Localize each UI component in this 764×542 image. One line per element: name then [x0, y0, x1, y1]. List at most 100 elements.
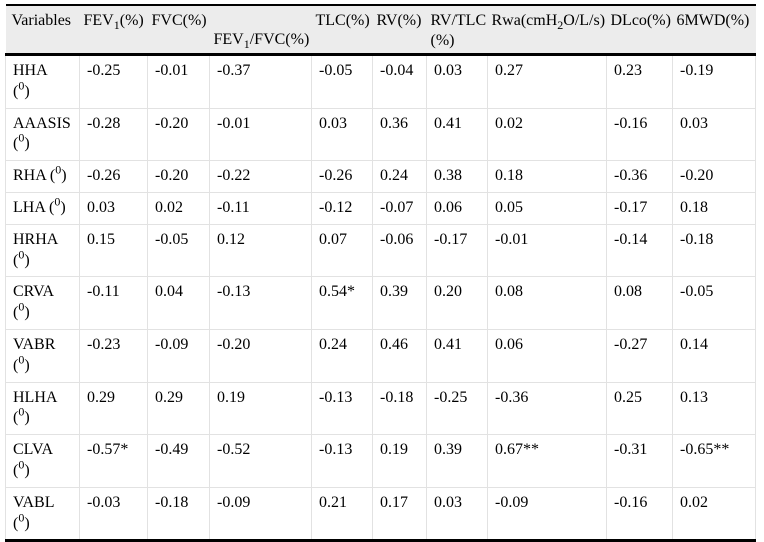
value-cell: -0.01 — [147, 54, 210, 109]
row-label-superscript: 0 — [18, 78, 25, 93]
row-label-superscript: 0 — [18, 299, 25, 314]
value-cell: 0.17 — [372, 486, 427, 542]
value-cell: -0.09 — [487, 486, 607, 542]
row-label-text: LHA — [13, 198, 45, 216]
header-label: O/L/s) — [563, 12, 606, 29]
value-cell: -0.19 — [672, 54, 756, 109]
value-cell: 0.29 — [147, 381, 210, 436]
row-label-superscript: 0 — [18, 131, 25, 146]
value-cell: -0.11 — [79, 276, 148, 330]
row-label-text: VABR — [13, 335, 56, 353]
header-label: FEV — [83, 12, 114, 29]
header-label: (%) — [119, 12, 144, 29]
value-cell: 0.46 — [372, 328, 427, 383]
value-cell: 0.41 — [426, 328, 488, 383]
value-cell: -0.37 — [209, 54, 312, 109]
value-cell: -0.20 — [672, 160, 756, 193]
header-label: (%) — [430, 32, 455, 49]
value-cell: 0.15 — [79, 223, 148, 278]
column-header-fev1: FEV1(%) — [79, 5, 148, 56]
table-row: HHA (0) -0.25 -0.01 -0.37 -0.05 -0.04 0.03 0.27 0… — [5, 54, 756, 109]
value-cell: 0.03 — [311, 107, 373, 162]
value-cell: 0.02 — [672, 486, 756, 542]
header-subscript: 1 — [243, 37, 250, 52]
table-row: AAASIS (0) -0.28 -0.20 -0.01 0.03 0.36 0.41 0.02… — [5, 107, 756, 162]
value-cell: -0.18 — [672, 223, 756, 278]
value-cell: 0.27 — [487, 54, 607, 109]
value-cell: -0.49 — [147, 434, 210, 488]
value-cell: -0.18 — [147, 486, 210, 542]
row-label-superscript: 0 — [18, 247, 25, 262]
value-cell: -0.16 — [606, 486, 673, 542]
value-cell: 0.54* — [311, 276, 373, 330]
value-cell: -0.12 — [311, 191, 373, 225]
value-cell: 0.20 — [426, 276, 488, 330]
row-label: RHA (0) — [5, 160, 80, 193]
table-row: RHA (0) -0.26 -0.20 -0.22 -0.26 0.24 0.38 0.18-… — [5, 160, 756, 193]
correlation-table: Variables FEV1(%) FVC(%) FEV1/FVC(%) TLC… — [5, 4, 756, 542]
column-header-rv-tlc: RV/TLC (%) — [426, 5, 488, 56]
table-row: CLVA (0) -0.57* -0.49 -0.52 -0.13 0.19 0.39 0.67… — [5, 434, 756, 488]
value-cell: -0.13 — [311, 434, 373, 488]
header-label: RV(%) — [376, 12, 422, 29]
value-cell: -0.18 — [372, 381, 427, 436]
value-cell: 0.06 — [487, 328, 607, 383]
value-cell: -0.28 — [79, 107, 148, 162]
value-cell: 0.24 — [372, 160, 427, 193]
row-label-text: HRHA — [13, 230, 59, 248]
value-cell: -0.17 — [606, 191, 673, 225]
row-label-superscript: 0 — [18, 352, 25, 367]
value-cell: 0.38 — [426, 160, 488, 193]
value-cell: -0.13 — [209, 276, 312, 330]
header-label: Variables — [11, 12, 72, 29]
value-cell: -0.20 — [147, 160, 210, 193]
column-header-rv: RV(%) — [372, 5, 427, 56]
value-cell: 0.04 — [147, 276, 210, 330]
column-header-variables: Variables — [5, 5, 80, 56]
value-cell: 0.02 — [147, 191, 210, 225]
row-label: AAASIS (0) — [5, 107, 80, 162]
header-label: FVC(%) — [151, 12, 207, 29]
value-cell: -0.05 — [672, 276, 756, 330]
row-label-superscript: 0 — [55, 162, 62, 177]
value-cell: -0.31 — [606, 434, 673, 488]
value-cell: -0.26 — [311, 160, 373, 193]
table-row: VABL (0) -0.03 -0.18 -0.09 0.21 0.17 0.03 -0.09-… — [5, 486, 756, 542]
row-label: HLHA (0) — [5, 381, 80, 436]
value-cell: 0.19 — [209, 381, 312, 436]
value-cell: 0.03 — [672, 107, 756, 162]
table-header: Variables FEV1(%) FVC(%) FEV1/FVC(%) TLC… — [5, 5, 756, 56]
column-header-dlco: DLco(%) — [606, 5, 673, 56]
value-cell: 0.41 — [426, 107, 488, 162]
row-label-text: CLVA — [13, 441, 54, 459]
value-cell: -0.65** — [672, 434, 756, 488]
column-header-fvc: FVC(%) — [147, 5, 210, 56]
table-row: HRHA (0) 0.15 -0.05 0.12 0.07 -0.06 -0.17 -0.01-… — [5, 223, 756, 278]
header-label: DLco(%) — [610, 12, 671, 29]
value-cell: -0.09 — [209, 486, 312, 542]
value-cell: 0.24 — [311, 328, 373, 383]
row-label-text: AAASIS — [13, 114, 71, 132]
table-row: VABR (0) -0.23 -0.09 -0.20 0.24 0.46 0.41 0.06 -0… — [5, 328, 756, 383]
value-cell: -0.36 — [487, 381, 607, 436]
column-header-tlc: TLC(%) — [311, 5, 373, 56]
column-header-fev1-fvc: FEV1/FVC(%) — [209, 5, 312, 56]
row-label-superscript: 0 — [18, 510, 25, 525]
value-cell: -0.27 — [606, 328, 673, 383]
value-cell: -0.57* — [79, 434, 148, 488]
row-label: HRHA (0) — [5, 223, 80, 278]
value-cell: -0.25 — [79, 54, 148, 109]
value-cell: -0.36 — [606, 160, 673, 193]
value-cell: 0.25 — [606, 381, 673, 436]
row-label-text: CRVA — [13, 283, 55, 301]
value-cell: 0.39 — [426, 434, 488, 488]
row-label-text: HLHA — [13, 388, 58, 406]
row-label-superscript: 0 — [18, 405, 25, 420]
header-label: RV/TLC — [430, 12, 487, 29]
value-cell: -0.26 — [79, 160, 148, 193]
header-label: Rwa(cmH — [491, 12, 558, 29]
value-cell: 0.19 — [372, 434, 427, 488]
table-row: CRVA (0) -0.11 0.04 -0.13 0.54* 0.39 0.20 0.08 0.… — [5, 276, 756, 330]
value-cell: -0.20 — [209, 328, 312, 383]
value-cell: -0.25 — [426, 381, 488, 436]
